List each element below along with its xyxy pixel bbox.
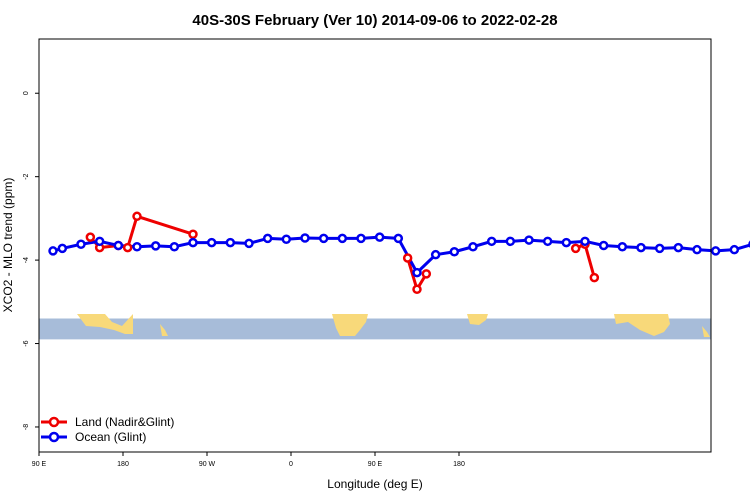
map-land-australia-1 (77, 314, 133, 334)
y-axis-label: XCO2 - MLO trend (ppm) (1, 178, 15, 313)
series-ocean-point (505, 236, 516, 247)
chart-title: 40S-30S February (Ver 10) 2014-09-06 to … (192, 12, 557, 29)
map-ocean (39, 318, 711, 340)
x-tick-label: 180 (453, 461, 465, 468)
series-ocean-point (150, 241, 161, 251)
series-ocean-point (132, 242, 142, 252)
series-ocean-point (598, 240, 609, 251)
series-ocean-point (300, 233, 310, 243)
map-land-southamerica (332, 314, 368, 336)
x-axis-label: Longitude (deg E) (327, 477, 422, 491)
series-ocean-point (94, 236, 105, 247)
x-tick-label: 90 E (368, 461, 383, 468)
series-ocean-point (710, 246, 721, 256)
series-land-point (85, 232, 96, 242)
legend: Land (Nadir&Glint) Ocean (Glint) (41, 415, 174, 444)
series-ocean-point (654, 243, 665, 254)
series-ocean-point (617, 242, 628, 252)
map-land-africa (467, 314, 488, 325)
series-ocean-point (468, 242, 478, 252)
series-land-point (122, 242, 133, 253)
series-ocean-point (729, 244, 740, 255)
series-ocean-point (76, 239, 86, 249)
map-land-newzealand-1 (160, 324, 168, 336)
series-points (48, 211, 750, 295)
x-tick-label: 90 W (199, 461, 216, 468)
series-ocean-point (244, 238, 254, 249)
series-ocean-point (318, 233, 329, 244)
series-land-point (132, 211, 142, 222)
series-lines (52, 214, 750, 291)
y-axis-ticks: 0 -2 -4 -6 -8 (23, 91, 39, 430)
series-ocean-point (169, 242, 180, 252)
series-ocean-point (281, 234, 292, 244)
y-tick-label: -2 (23, 173, 30, 179)
series-ocean-point (206, 237, 217, 248)
series-ocean-point (262, 233, 273, 244)
map-land-australia-2 (614, 314, 670, 336)
series-land-point (188, 229, 198, 239)
legend-land-marker (48, 416, 60, 428)
series-ocean-point (673, 242, 684, 253)
series-ocean-point (337, 233, 348, 244)
series-ocean-point (430, 249, 441, 260)
series-ocean-point (636, 242, 646, 253)
series-ocean-point (374, 232, 385, 242)
x-axis-ticks: 90 E 180 90 W 0 90 E 180 (32, 452, 465, 468)
series-ocean-point (48, 246, 58, 256)
series-ocean-point (113, 240, 124, 251)
map-strip (39, 314, 711, 340)
series-ocean-point (57, 243, 68, 254)
series-ocean-point (524, 235, 534, 245)
y-tick-label: -4 (23, 257, 30, 263)
series-land-point (421, 269, 432, 279)
series-ocean-point (580, 236, 590, 247)
x-tick-label: 0 (289, 461, 293, 468)
series-land-point (412, 284, 422, 295)
legend-land-label: Land (Nadir&Glint) (75, 415, 174, 429)
y-tick-label: -8 (23, 424, 30, 430)
series-ocean-point (561, 237, 572, 248)
series-ocean-point (486, 236, 497, 247)
series-ocean-point (692, 244, 702, 255)
series-land-point (570, 243, 581, 254)
legend-ocean-marker (48, 431, 60, 443)
x-tick-label: 90 E (32, 461, 47, 468)
series-ocean-point (356, 233, 366, 244)
series-ocean-point (449, 247, 460, 257)
series-ocean-point (188, 237, 198, 248)
series-land-point (402, 253, 413, 263)
y-tick-label: -6 (23, 340, 30, 346)
series-land-point (589, 272, 600, 283)
series-ocean-point (225, 237, 236, 248)
x-tick-label: 180 (117, 461, 129, 468)
legend-ocean-label: Ocean (Glint) (75, 430, 146, 444)
map-land-newzealand-2 (702, 326, 710, 337)
series-ocean-point (542, 236, 553, 247)
series-ocean-point (393, 233, 404, 244)
series-ocean-point (412, 267, 422, 278)
y-tick-label: 0 (23, 91, 30, 95)
